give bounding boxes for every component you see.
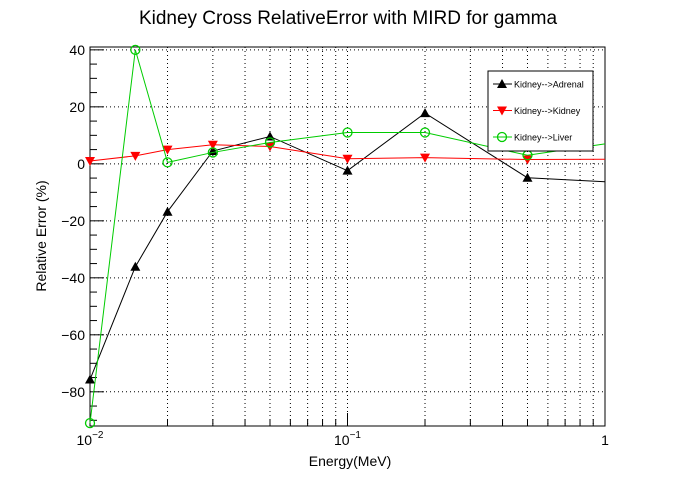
data-point [85, 157, 95, 166]
chart-title: Kidney Cross RelativeError with MIRD for… [139, 8, 558, 29]
y-tick-label: −40 [61, 270, 85, 286]
y-axis-label: Relative Error (%) [33, 180, 49, 291]
legend-label: Kidney-->Kidney [514, 106, 581, 116]
y-tick-label: −20 [61, 213, 85, 229]
x-tick-label: 10−2 [77, 430, 104, 448]
legend-label: Kidney-->Adrenal [514, 80, 584, 90]
x-tick-label: 10−1 [334, 430, 361, 448]
series-line [90, 50, 527, 423]
data-point [343, 166, 353, 175]
x-tick-label: 1 [601, 432, 609, 448]
legend: Kidney-->Adrenal Kidney-->Kidney Kidney-->… [488, 71, 593, 151]
series-line [90, 145, 527, 161]
y-tick-label: 40 [69, 42, 85, 58]
data-point [522, 173, 532, 182]
data-point [85, 375, 95, 384]
data-point [343, 155, 353, 164]
y-tick-label: −60 [61, 327, 85, 343]
data-point [163, 207, 173, 216]
legend-label: Kidney-->Liver [514, 133, 572, 143]
y-tick-label: −80 [61, 384, 85, 400]
data-point [420, 108, 430, 117]
y-tick-label: 0 [77, 156, 85, 172]
y-tick-label: 20 [69, 99, 85, 115]
data-point [130, 262, 140, 271]
x-axis-label: Energy(MeV) [309, 453, 391, 469]
